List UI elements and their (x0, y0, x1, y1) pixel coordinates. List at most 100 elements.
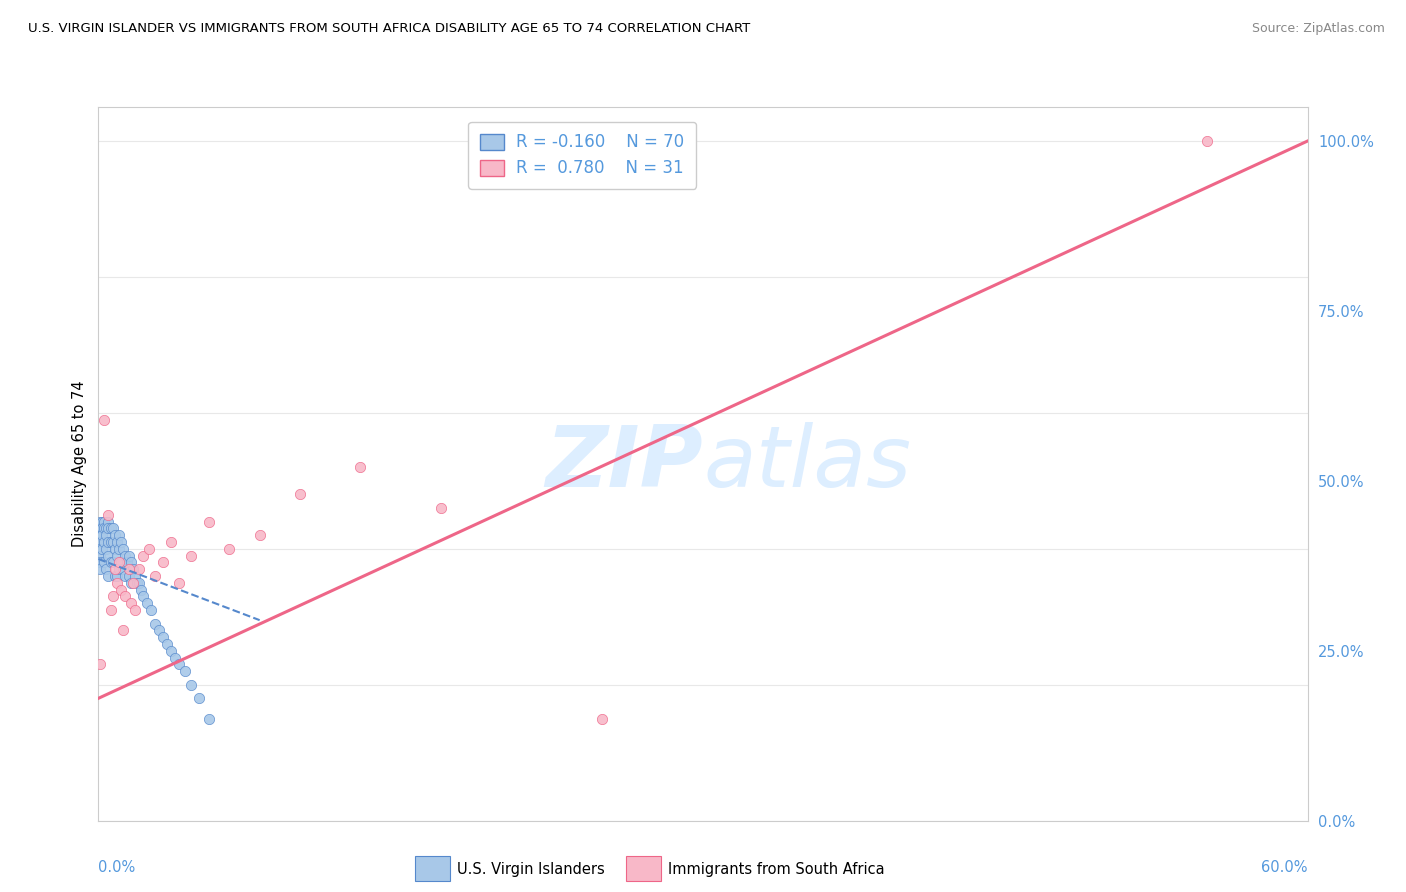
Point (114, 549, 136, 563)
Point (100, 603, 122, 617)
Text: atlas: atlas (703, 422, 911, 506)
Point (139, 603, 162, 617)
Point (288, 487, 311, 501)
Point (105, 535, 128, 549)
Point (107, 528, 129, 542)
Point (91, 528, 114, 542)
Point (93, 521, 115, 535)
Point (125, 575, 148, 590)
Point (180, 549, 202, 563)
Point (124, 603, 146, 617)
Point (129, 582, 152, 597)
Text: 60.0%: 60.0% (1261, 860, 1308, 875)
Point (89, 555, 111, 569)
Point (105, 575, 128, 590)
Point (107, 541, 129, 556)
Point (135, 596, 157, 610)
Legend: R = -0.160    N = 70, R =  0.780    N = 31: R = -0.160 N = 70, R = 0.780 N = 31 (468, 122, 696, 188)
Point (97, 569, 120, 583)
Text: ZIP: ZIP (546, 422, 703, 506)
Point (167, 657, 190, 672)
Point (120, 555, 142, 569)
Point (156, 637, 179, 651)
Point (97, 521, 120, 535)
Point (143, 569, 166, 583)
Point (101, 535, 124, 549)
Point (174, 664, 197, 678)
Point (120, 596, 142, 610)
Point (101, 590, 124, 604)
Point (115, 555, 138, 569)
Point (111, 562, 134, 576)
Point (188, 691, 211, 706)
Point (430, 501, 453, 516)
Text: 0.0%: 0.0% (98, 860, 135, 875)
Point (110, 535, 132, 549)
Point (110, 582, 132, 597)
Point (124, 569, 146, 583)
Point (160, 535, 183, 549)
Point (89, 657, 111, 672)
Point (101, 555, 124, 569)
Point (103, 528, 125, 542)
Point (89, 535, 111, 549)
Point (91, 521, 114, 535)
Point (100, 555, 122, 569)
Y-axis label: Disability Age 65 to 74: Disability Age 65 to 74 (72, 381, 87, 547)
Point (591, 712, 613, 726)
Point (96, 528, 118, 542)
Text: Source: ZipAtlas.com: Source: ZipAtlas.com (1251, 22, 1385, 36)
Point (93, 535, 115, 549)
Point (91, 541, 114, 556)
Point (128, 575, 150, 590)
Point (91, 515, 114, 529)
Point (103, 562, 125, 576)
Point (105, 569, 128, 583)
Point (114, 569, 136, 583)
Point (132, 549, 155, 563)
Text: U.S. VIRGIN ISLANDER VS IMMIGRANTS FROM SOUTH AFRICA DISABILITY AGE 65 TO 74 COR: U.S. VIRGIN ISLANDER VS IMMIGRANTS FROM … (28, 22, 751, 36)
Point (96, 562, 118, 576)
Point (121, 575, 143, 590)
Point (138, 541, 160, 556)
Point (163, 650, 186, 665)
Point (121, 562, 143, 576)
Point (97, 535, 120, 549)
Point (96, 521, 118, 535)
Point (160, 644, 183, 658)
Point (114, 590, 136, 604)
Point (89, 528, 111, 542)
Point (349, 460, 371, 475)
Point (111, 541, 134, 556)
Point (218, 541, 240, 556)
Point (152, 630, 174, 644)
Point (249, 528, 271, 542)
Point (107, 562, 129, 576)
Point (89, 515, 111, 529)
Point (89, 521, 111, 535)
Point (110, 555, 132, 569)
Point (96, 541, 118, 556)
Text: Immigrants from South Africa: Immigrants from South Africa (668, 863, 884, 877)
Point (118, 562, 141, 576)
Point (89, 541, 111, 556)
Point (143, 616, 166, 631)
Point (103, 569, 125, 583)
Point (180, 678, 202, 692)
Point (89, 562, 111, 576)
Point (107, 555, 129, 569)
Point (97, 515, 120, 529)
Point (93, 412, 115, 426)
Point (198, 515, 221, 529)
Point (97, 549, 120, 563)
Point (100, 521, 122, 535)
Point (118, 569, 141, 583)
Point (128, 562, 150, 576)
Point (118, 549, 141, 563)
Point (100, 535, 122, 549)
Point (111, 624, 134, 638)
Point (167, 575, 190, 590)
Point (89, 549, 111, 563)
Point (93, 515, 115, 529)
Point (103, 541, 125, 556)
